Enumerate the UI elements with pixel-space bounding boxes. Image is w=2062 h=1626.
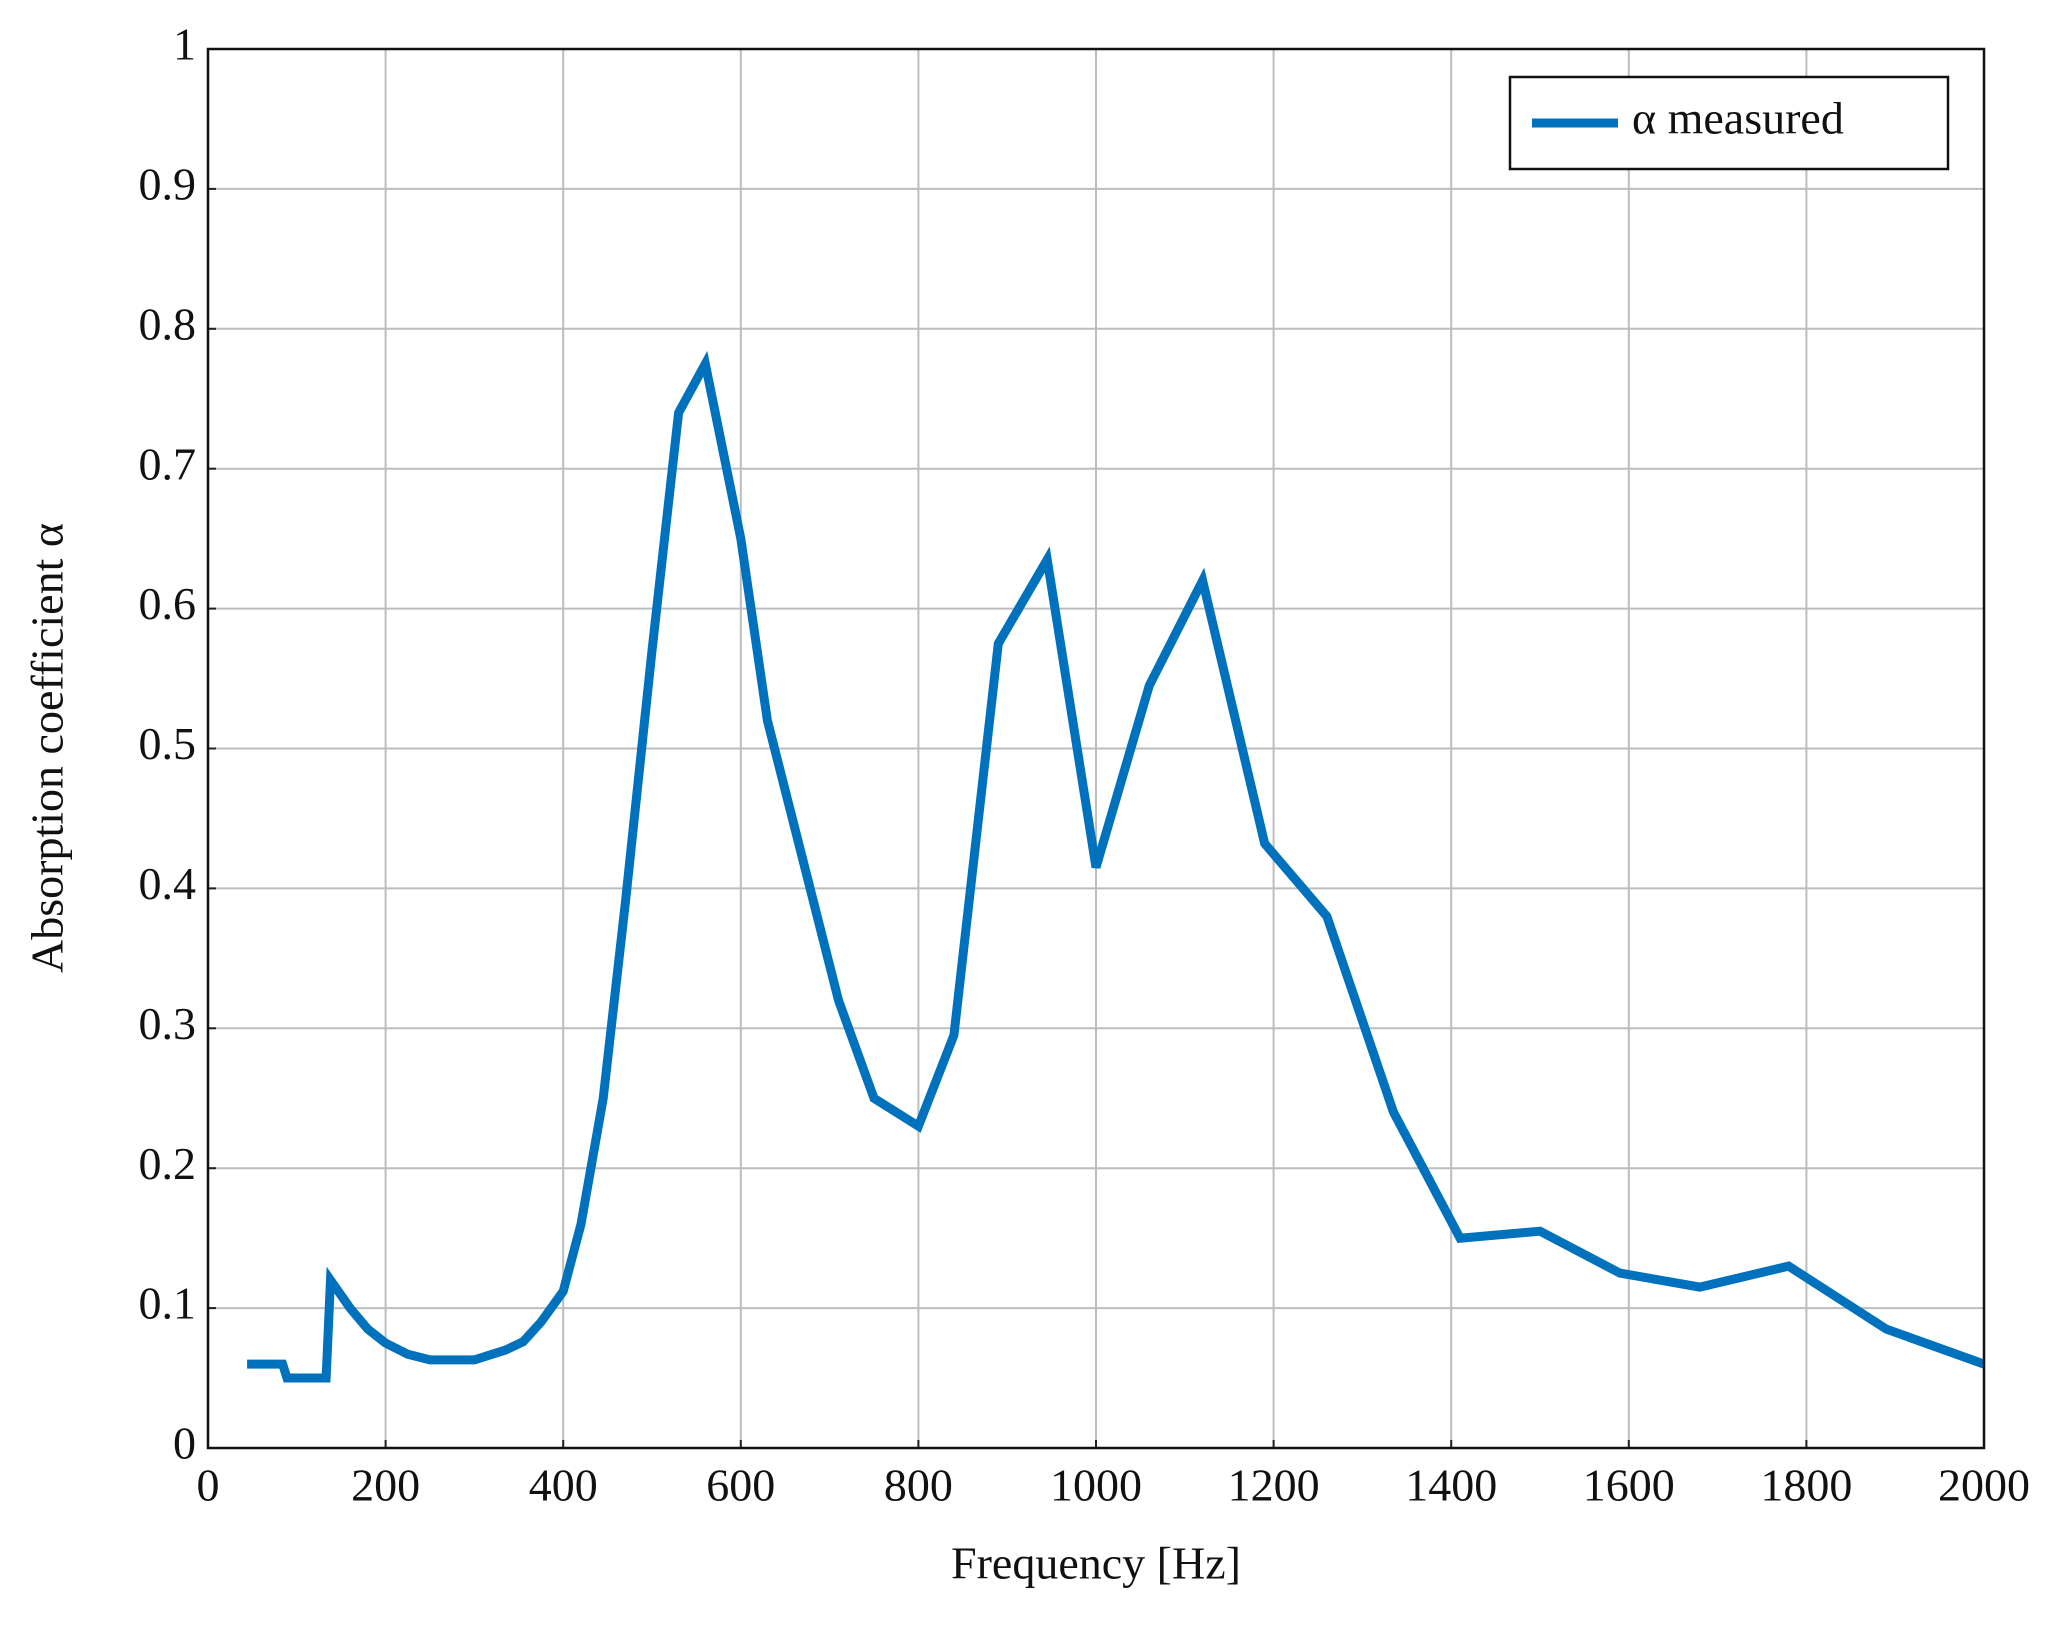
x-tick-label: 1400	[1405, 1460, 1497, 1511]
x-tick-label: 2000	[1938, 1460, 2030, 1511]
plot-frame	[206, 47, 1986, 1450]
x-tick-label: 1000	[1050, 1460, 1142, 1511]
y-tick-label: 0.1	[139, 1278, 197, 1329]
x-tick-label: 1200	[1228, 1460, 1320, 1511]
data-line	[247, 350, 1986, 1383]
y-tick-label: 0	[173, 1418, 196, 1469]
y-tick-label: 0.3	[139, 998, 197, 1049]
y-tick-label: 0.9	[139, 158, 197, 209]
x-tick-label: 400	[529, 1460, 598, 1511]
y-tick-label: 0.6	[139, 578, 197, 629]
x-axis-label: Frequency [Hz]	[951, 1538, 1241, 1589]
x-tick-label: 600	[706, 1460, 775, 1511]
x-tick-label: 0	[197, 1460, 220, 1511]
x-tick-label: 1800	[1760, 1460, 1852, 1511]
y-tick-label: 0.2	[139, 1138, 197, 1189]
x-tick-label: 800	[884, 1460, 953, 1511]
legend-label: α measured	[1632, 93, 1844, 144]
y-axis-label: Absorption coefficient α	[22, 523, 73, 973]
y-tick-label: 0.5	[139, 718, 197, 769]
x-tick-label: 1600	[1583, 1460, 1675, 1511]
y-tick-label: 0.8	[139, 298, 197, 349]
y-tick-label: 0.7	[139, 438, 197, 489]
y-tick-label: 0.4	[139, 858, 197, 909]
x-tick-label: 200	[351, 1460, 420, 1511]
y-tick-label: 1	[173, 19, 196, 70]
